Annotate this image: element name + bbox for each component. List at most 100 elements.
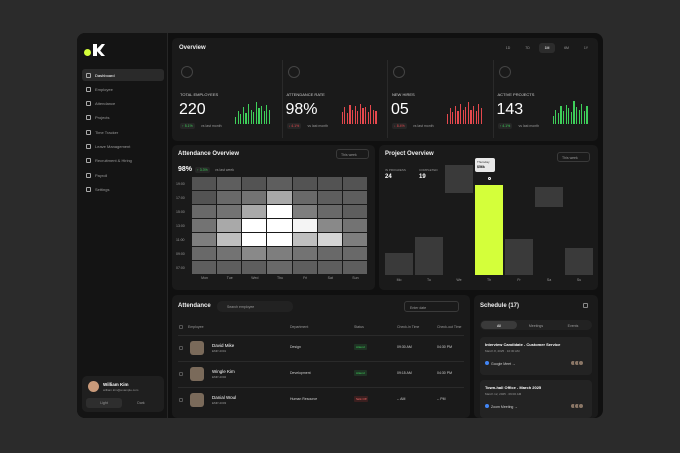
- row-divider: [178, 335, 464, 336]
- legend-label: COMPLETED: [419, 168, 438, 172]
- heat-cell: [342, 205, 367, 218]
- nav-label: Recruitment & Hiring: [95, 158, 132, 164]
- row-check: [179, 398, 183, 402]
- spark-bar: [557, 113, 559, 124]
- event-time: March 8, 2025 · 10:30 AM: [485, 349, 520, 353]
- nav-item[interactable]: Attendance: [82, 98, 164, 110]
- spark-bar: [565, 104, 567, 124]
- project-bar[interactable]: [535, 187, 563, 207]
- nav-item[interactable]: Leave Management: [82, 141, 164, 153]
- tooltip-day: Thursday: [477, 159, 490, 164]
- project-bar[interactable]: [475, 184, 503, 275]
- heat-cell: [217, 219, 242, 232]
- project-bar[interactable]: [445, 165, 473, 193]
- tab[interactable]: All: [481, 321, 517, 329]
- calendar-icon: [583, 303, 588, 308]
- x-label: Fr: [517, 278, 521, 282]
- nav-item[interactable]: Payroll: [82, 169, 164, 181]
- spark-bar: [465, 107, 467, 124]
- nav-label: Payroll: [95, 172, 108, 178]
- spark-bar: [370, 104, 372, 124]
- period-button[interactable]: 6M: [559, 43, 575, 53]
- tab[interactable]: Events: [555, 321, 591, 329]
- project-bar[interactable]: [385, 253, 413, 275]
- filter[interactable]: This week: [557, 152, 590, 162]
- period-button[interactable]: 1Y: [578, 43, 594, 53]
- attendee-avatar: [578, 403, 584, 409]
- period-label: 1D: [505, 46, 511, 50]
- check-out: -- PM: [437, 397, 446, 401]
- heat-cell: [242, 261, 267, 274]
- nav-label: Settings: [95, 186, 110, 192]
- spark-bar: [573, 101, 575, 124]
- heat-cell: [192, 219, 217, 232]
- tab[interactable]: Meetings: [518, 321, 554, 329]
- check-out: 04:30 PM: [437, 371, 452, 375]
- check-out: 04:30 PM: [437, 345, 452, 349]
- kpi-note: vs last month: [413, 124, 434, 128]
- x-label: Sat: [327, 276, 333, 280]
- project-bar[interactable]: [565, 247, 593, 275]
- period-label: 1Y: [583, 46, 589, 50]
- heat-cell: [267, 233, 292, 246]
- theme-button[interactable]: Light: [86, 398, 122, 408]
- tooltip-value: $56k: [477, 164, 485, 169]
- nav-item[interactable]: Dashboard: [82, 69, 164, 81]
- check-in: 09:30 AM: [397, 345, 412, 349]
- spark-bar: [341, 112, 343, 124]
- event-card[interactable]: Town-hall Office - March 2025 March 12, 2…: [480, 380, 592, 418]
- period-button[interactable]: 1D: [500, 43, 516, 53]
- spark-bar: [457, 110, 459, 124]
- filter[interactable]: This week: [336, 149, 369, 159]
- period-button[interactable]: 1M: [539, 43, 555, 53]
- heat-cell: [292, 247, 317, 260]
- x-label: We: [456, 278, 462, 282]
- nav-item[interactable]: Projects: [82, 112, 164, 124]
- row-check: [179, 372, 183, 376]
- employee-id: EMP-2002: [212, 375, 227, 379]
- attendee-avatar: [578, 360, 584, 366]
- project-bar[interactable]: [505, 238, 533, 275]
- date-box[interactable]: Enter date: [404, 301, 459, 312]
- spark-bar: [562, 110, 565, 124]
- spark-bar: [261, 106, 263, 124]
- spark-bar: [253, 112, 255, 124]
- title: Overview: [179, 45, 206, 51]
- column-header: Check-out Time: [437, 325, 462, 329]
- search-box[interactable]: Search employee: [217, 301, 293, 312]
- nav-item[interactable]: Recruitment & Hiring: [82, 155, 164, 167]
- x-label: Mon: [201, 276, 208, 280]
- kpi-value: 05: [391, 101, 409, 118]
- spark-bar: [364, 107, 367, 124]
- x-label: Thu: [276, 276, 283, 280]
- event-time: March 12, 2025 · 09:00 AM: [485, 392, 522, 396]
- period-button[interactable]: 7D: [520, 43, 536, 53]
- platform: Zoom Meeting →: [491, 404, 518, 409]
- spark-bar: [349, 104, 351, 124]
- project-bar[interactable]: [415, 236, 443, 275]
- user-card: William Kim william.kim@example.com Light D…: [82, 376, 164, 412]
- heat-cell: [242, 177, 267, 190]
- kpi-icon: [287, 66, 300, 78]
- spark-bar: [552, 115, 554, 124]
- spark-bar: [351, 109, 354, 124]
- employee-name: Wingle Kim: [212, 369, 235, 374]
- row-divider: [178, 361, 464, 362]
- tabs: All Meetings Events: [480, 320, 592, 330]
- event-card[interactable]: Interview Candidate - Customer Service Ma…: [480, 337, 592, 375]
- heat-cell: [217, 177, 242, 190]
- nav-icon: [86, 72, 91, 78]
- project-overview-panel: Project Overview This week IN PROGRESS 24 CO…: [379, 145, 598, 290]
- kpi-label: TOTAL EMPLOYEES: [180, 92, 219, 97]
- theme-button[interactable]: Dark: [123, 398, 159, 408]
- nav-item[interactable]: Employee: [82, 83, 164, 95]
- spark-bar: [575, 107, 578, 124]
- column-header: Department: [290, 325, 309, 329]
- x-label: Mo: [396, 278, 402, 282]
- spark-bar: [475, 110, 477, 124]
- y-label: 07:00: [176, 266, 185, 270]
- y-label: 17:00: [176, 196, 185, 200]
- nav-item[interactable]: Time Tracker: [82, 126, 164, 138]
- nav-item[interactable]: Settings: [82, 183, 164, 195]
